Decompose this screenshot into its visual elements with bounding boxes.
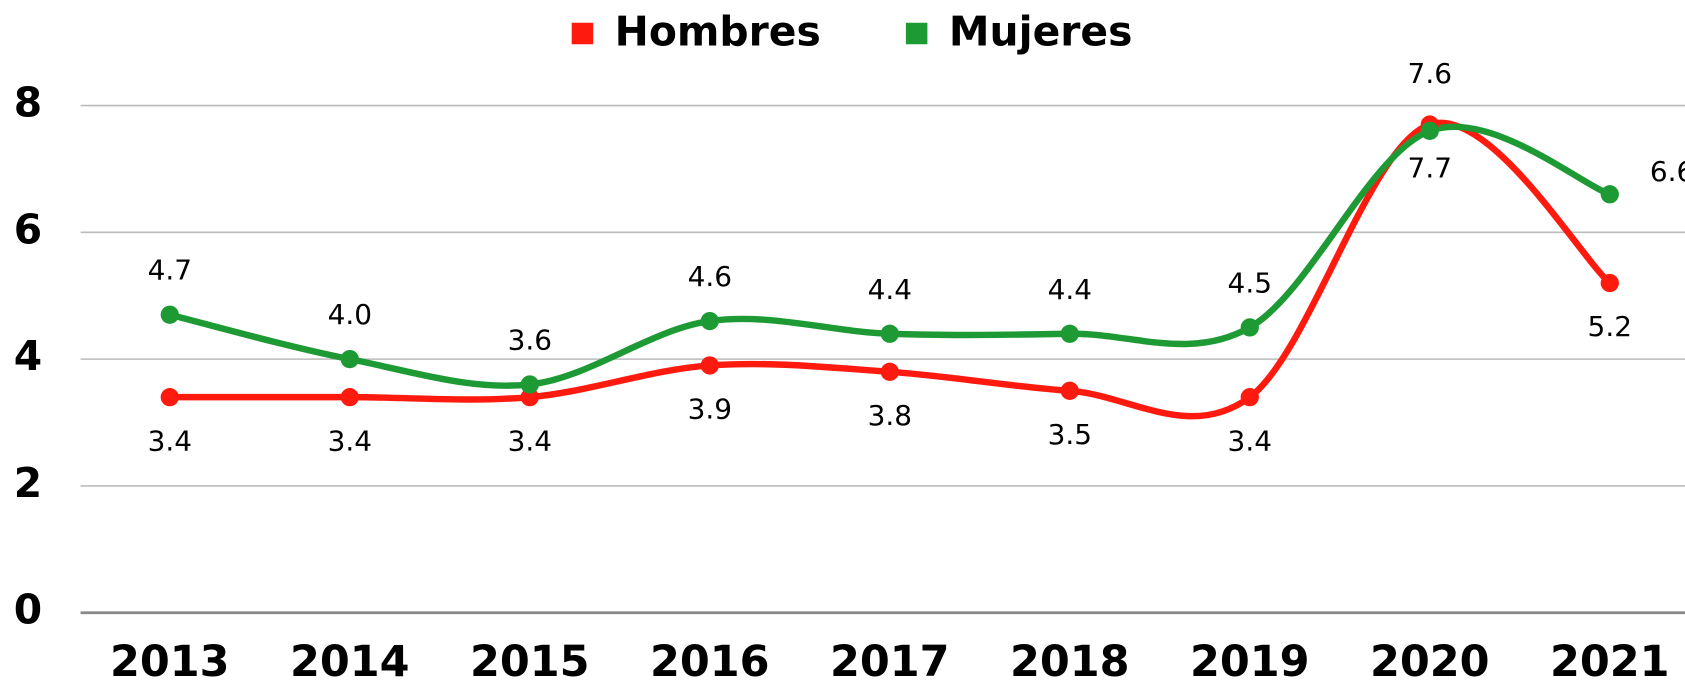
legend-swatch xyxy=(571,22,594,45)
data-label: 3.4 xyxy=(1228,424,1272,457)
data-label: 4.7 xyxy=(148,254,192,287)
data-label: 4.5 xyxy=(1228,266,1272,299)
data-point xyxy=(1240,318,1259,337)
data-point xyxy=(1420,121,1439,141)
data-point xyxy=(520,375,539,394)
data-label: 3.6 xyxy=(508,323,552,356)
x-tick-label: 2019 xyxy=(1190,637,1310,686)
x-tick-label: 2014 xyxy=(290,637,410,686)
data-label: 3.5 xyxy=(1048,418,1092,451)
y-tick-label: 0 xyxy=(14,586,42,634)
data-point xyxy=(880,324,899,343)
data-label: 3.9 xyxy=(688,393,732,426)
x-tick-label: 2015 xyxy=(470,637,590,686)
data-label: 6.6 xyxy=(1650,155,1685,188)
data-point xyxy=(160,388,179,407)
data-label: 3.4 xyxy=(508,424,552,457)
data-label: 4.4 xyxy=(868,273,912,306)
x-tick-label: 2018 xyxy=(1010,637,1130,686)
data-label: 7.6 xyxy=(1408,57,1452,90)
data-label: 3.8 xyxy=(868,399,912,432)
data-point xyxy=(1600,185,1619,204)
data-label: 7.7 xyxy=(1408,152,1452,185)
legend-swatch xyxy=(905,22,928,45)
data-label: 4.6 xyxy=(688,260,732,293)
x-tick-label: 2016 xyxy=(650,637,770,686)
y-tick-label: 2 xyxy=(14,459,42,507)
data-point xyxy=(1060,381,1079,400)
data-label: 3.4 xyxy=(328,424,372,457)
x-tick-label: 2013 xyxy=(110,637,230,686)
data-point xyxy=(340,388,359,407)
data-label: 4.4 xyxy=(1048,273,1092,306)
x-tick-label: 2017 xyxy=(830,637,950,686)
y-tick-label: 8 xyxy=(14,79,42,127)
data-point xyxy=(880,362,899,381)
y-tick-label: 4 xyxy=(14,332,42,380)
y-tick-label: 6 xyxy=(14,205,42,253)
legend-label: Hombres xyxy=(615,8,821,56)
data-point xyxy=(700,356,719,375)
data-point xyxy=(160,305,179,324)
data-point xyxy=(1240,388,1259,407)
x-tick-label: 2020 xyxy=(1370,637,1490,686)
data-point xyxy=(700,311,719,331)
data-label: 3.4 xyxy=(148,424,192,457)
data-point xyxy=(520,388,539,407)
data-label: 5.2 xyxy=(1588,310,1632,343)
legend-label: Mujeres xyxy=(949,8,1133,56)
data-point xyxy=(1600,273,1619,293)
data-point xyxy=(340,349,359,369)
series-line xyxy=(169,123,1611,389)
x-tick-label: 2021 xyxy=(1550,637,1670,686)
data-point xyxy=(1060,324,1079,343)
data-label: 4.0 xyxy=(328,298,372,331)
